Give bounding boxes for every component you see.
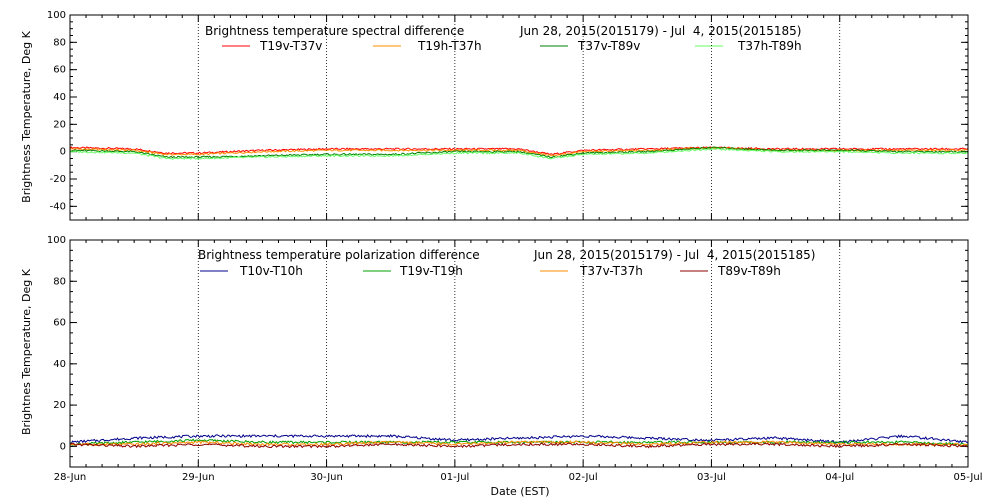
y-tick-label: 40 <box>53 92 66 103</box>
plot-frame <box>69 239 969 468</box>
bottom-chart-title: Brightness temperature polarization diff… <box>198 248 480 262</box>
series-line-t19v-t19h <box>69 438 969 446</box>
y-tick-label: 60 <box>53 65 66 76</box>
legend-label: T19h-T37h <box>417 39 482 53</box>
spectral-difference-panel: Brightness Temperature, Deg K Brightness… <box>20 10 969 221</box>
y-tick-label: 60 <box>53 318 66 329</box>
top-plot-area: -40 -20 0 20 40 60 80 100 <box>47 10 969 221</box>
bottom-chart-date-range: Jun 28, 2015(2015179) - Jul 4, 2015(2015… <box>533 248 815 262</box>
legend-label: T10v-T10h <box>239 264 303 278</box>
x-tick-label: 03-Jul <box>697 472 726 483</box>
y-tick-label: -40 <box>50 201 66 212</box>
series-line-t89v-t89h <box>70 442 969 449</box>
legend-label: T19v-T19h <box>399 264 463 278</box>
x-tick-label: 30-Jun <box>310 472 343 483</box>
y-tick-label: 20 <box>53 119 66 130</box>
y-tick-label: -20 <box>50 174 66 185</box>
series-line-t10v-t10h <box>69 433 969 444</box>
top-y-axis-label: Brightness Temperature, Deg K <box>20 30 33 202</box>
x-tick-label: 04-Jul <box>825 472 854 483</box>
y-tick-label: 80 <box>53 276 66 287</box>
y-tick-label: 100 <box>47 10 66 21</box>
polarization-difference-panel: Brightnes Temperature, Deg K Brightness … <box>20 235 982 498</box>
bottom-plot-area: 0 20 40 60 80 100 28-Jun 29-Jun 30-Jun 01-Jul 02-J… <box>47 235 983 483</box>
x-tick-label: 01-Jul <box>440 472 469 483</box>
y-tick-label: 80 <box>53 37 66 48</box>
bottom-legend: T10v-T10h T19v-T19h T37v-T37h T89v-T89h <box>200 264 781 278</box>
y-tick-label: 40 <box>53 359 66 370</box>
x-tick-label: 28-Jun <box>54 472 87 483</box>
series-line-t37v-t37h <box>69 440 969 447</box>
y-tick-label: 0 <box>60 147 66 158</box>
x-tick-label: 29-Jun <box>182 472 215 483</box>
legend-label: T19v-T37v <box>259 39 322 53</box>
y-tick-label: 0 <box>60 441 66 452</box>
top-chart-date-range: Jun 28, 2015(2015179) - Jul 4, 2015(2015… <box>519 24 801 38</box>
x-axis-label: Date (EST) <box>490 485 549 498</box>
x-tick-label: 05-Jul <box>954 472 983 483</box>
legend-label: T89v-T89h <box>717 264 781 278</box>
y-tick-label: 100 <box>47 235 66 246</box>
y-tick-label: 20 <box>53 400 66 411</box>
top-legend: T19v-T37v T19h-T37h T37v-T89v T37h-T89h <box>222 39 802 53</box>
bottom-y-axis-label: Brightnes Temperature, Deg K <box>20 268 33 435</box>
plot-frame <box>69 14 969 221</box>
top-chart-title: Brightness temperature spectral differen… <box>205 24 464 38</box>
legend-label: T37v-T89v <box>577 39 640 53</box>
x-tick-label: 02-Jul <box>569 472 598 483</box>
legend-label: T37h-T89h <box>737 39 802 53</box>
series-line-t37h-t89h <box>69 147 969 160</box>
legend-label: T37v-T37h <box>579 264 643 278</box>
